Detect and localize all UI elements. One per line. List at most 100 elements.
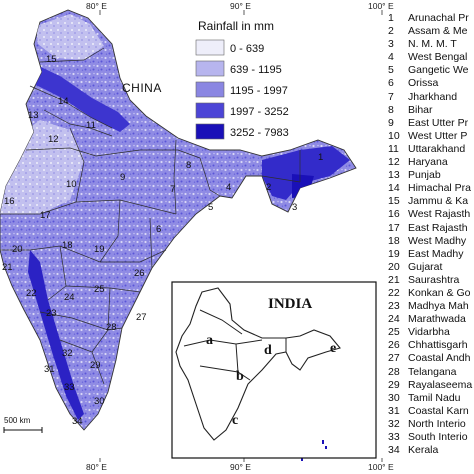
region-list-item: 12 Haryana [388, 156, 474, 169]
region-list-name: West Madhy [408, 234, 467, 247]
region-list-name: Telangana [408, 365, 457, 378]
region-list-number: 23 [388, 300, 400, 313]
region-list-item: 1 Arunachal Pr [388, 12, 474, 25]
region-list-number: 12 [388, 156, 400, 169]
region-number: 14 [58, 96, 69, 107]
region-list-name: Assam & Me [408, 25, 468, 38]
region-number: 23 [46, 308, 57, 319]
region-list-item: 6 Orissa [388, 77, 474, 90]
region-list-item: 14 Himachal Pra [388, 182, 474, 195]
region-list-item: 24 Marathwada [388, 313, 474, 326]
region-number: 25 [94, 284, 105, 295]
legend-class-label: 1997 - 3252 [230, 106, 289, 118]
region-number: 15 [46, 54, 57, 65]
legend-swatch [195, 81, 225, 98]
region-list-name: Konkan & Go [408, 286, 471, 299]
region-number-labels: 1 2 3 4 5 6 7 8 9 10 11 12 13 14 15 16 1… [2, 54, 323, 427]
region-number: 28 [106, 322, 117, 333]
region-list-item: 18 West Madhy [388, 235, 474, 248]
region-list-number: 30 [388, 391, 400, 404]
region-list-number: 21 [388, 273, 400, 286]
region-list-item: 33 South Interio [388, 431, 474, 444]
region-number: 12 [48, 134, 59, 145]
region-list-item: 13 Punjab [388, 169, 474, 182]
region-list-item: 3 N. M. M. T [388, 38, 474, 51]
region-list-number: 26 [388, 339, 400, 352]
region-list-number: 31 [388, 404, 400, 417]
region-list-item: 25 Vidarbha [388, 326, 474, 339]
region-number: 29 [90, 360, 101, 371]
region-list-name: North Interio [408, 417, 466, 430]
region-list-name: Uttarakhand [408, 142, 466, 155]
region-list-name: Punjab [408, 169, 441, 182]
region-list-item: 5 Gangetic We [388, 64, 474, 77]
kashmir-dry-zone [36, 14, 104, 60]
region-number: 26 [134, 268, 145, 279]
region-list-number: 20 [388, 260, 400, 273]
region-list-item: 19 East Madhy [388, 248, 474, 261]
region-list-name: East Utter Pr [408, 116, 469, 129]
region-list-number: 1 [388, 12, 394, 24]
region-list-name: Gujarat [408, 260, 443, 273]
region-list-number: 14 [388, 182, 400, 195]
western-ghats-wet-strip [28, 250, 84, 420]
region-list-item: 2 Assam & Me [388, 25, 474, 38]
legend-swatch [195, 60, 225, 77]
region-number: 31 [44, 364, 55, 375]
region-list-name: East Rajasth [408, 221, 468, 234]
region-list-number: 28 [388, 365, 400, 378]
legend-class-label: 3252 - 7983 [230, 127, 289, 139]
bottom-label-90e: 90° E [230, 462, 251, 472]
region-number: 2 [266, 182, 271, 193]
region-list-item: 16 West Rajasth [388, 208, 474, 221]
legend-swatch [195, 102, 225, 119]
region-number: 21 [2, 262, 13, 273]
region-list-item: 23 Madhya Mah [388, 300, 474, 313]
region-list-name: Coastal Karn [408, 404, 469, 417]
scale-bar-label: 500 km [4, 416, 31, 425]
top-label-80e: 80° E [86, 1, 107, 11]
region-list-name: Jammu & Ka [408, 195, 469, 208]
region-list-number: 33 [388, 431, 400, 443]
region-list-name: East Madhy [408, 247, 464, 260]
legend-swatch [195, 123, 225, 140]
inset-zone-label: c [232, 413, 238, 428]
region-number: 17 [40, 210, 51, 221]
region-list-number: 25 [388, 326, 400, 339]
region-list-item: 21 Saurashtra [388, 274, 474, 287]
region-list-number: 29 [388, 378, 400, 391]
region-list-name: West Utter P [408, 129, 468, 142]
region-list-name: Orissa [408, 77, 439, 90]
region-list-number: 3 [388, 38, 394, 51]
region-list-number: 10 [388, 129, 400, 142]
region-list-item: 8 Bihar [388, 104, 474, 117]
region-list-name: Madhya Mah [408, 300, 469, 313]
region-number: 6 [156, 224, 161, 235]
scale-bar: 500 km [3, 416, 43, 433]
region-number: 9 [120, 172, 125, 183]
region-list-number: 7 [388, 90, 394, 103]
region-list-name: Bihar [408, 103, 433, 116]
region-list-item: 17 East Rajasth [388, 222, 474, 235]
region-number: 24 [64, 292, 75, 303]
region-number: 4 [226, 182, 231, 193]
region-list-name: Vidarbha [408, 326, 450, 339]
legend: Rainfall in mm 0 - 639 639 - 1195 1195 - 1… [195, 19, 289, 140]
region-list-number: 8 [388, 103, 394, 116]
region-list-number: 11 [388, 142, 399, 155]
region-list-number: 32 [388, 417, 400, 430]
region-number: 1 [318, 152, 323, 163]
legend-class-label: 639 - 1195 [230, 64, 282, 76]
region-number: 20 [12, 244, 23, 255]
region-number: 32 [62, 348, 73, 359]
region-list-number: 13 [388, 169, 400, 182]
region-number: 10 [66, 179, 77, 190]
region-list-number: 34 [388, 444, 400, 457]
inset-zone-label: e [330, 341, 336, 356]
region-list-number: 2 [388, 25, 394, 38]
region-list-number: 6 [388, 77, 394, 90]
region-list-name: Haryana [408, 156, 448, 169]
region-list-name: Coastal Andh [408, 352, 471, 365]
region-list-name: South Interio [408, 431, 468, 443]
